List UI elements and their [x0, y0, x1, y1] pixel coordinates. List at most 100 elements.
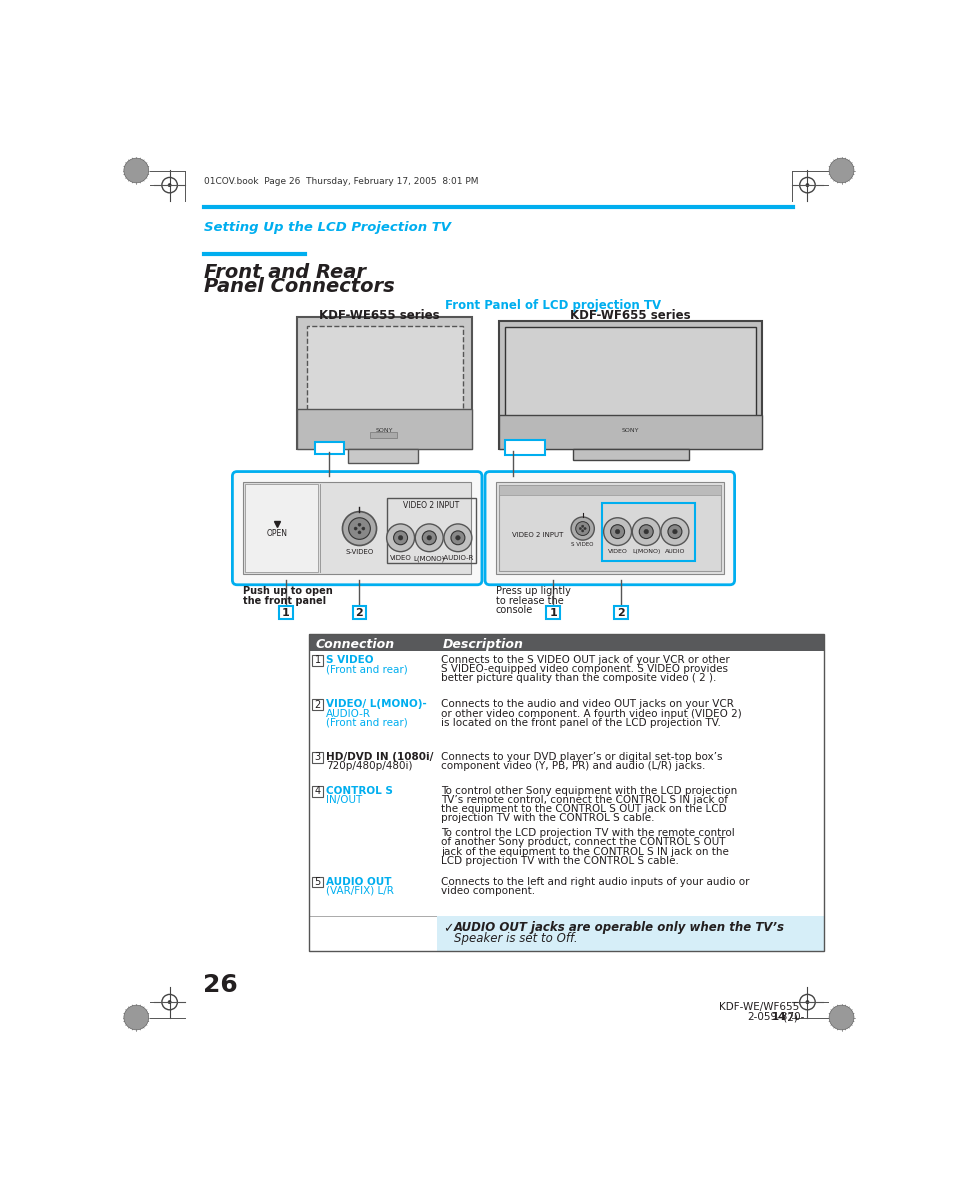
Text: Speaker is set to Off.: Speaker is set to Off.: [454, 932, 578, 945]
Text: 2-059-370-: 2-059-370-: [746, 1012, 803, 1022]
Bar: [386, 498, 476, 564]
Text: projection TV with the CONTROL S cable.: projection TV with the CONTROL S cable.: [440, 813, 654, 824]
Circle shape: [397, 536, 402, 540]
Bar: [309, 634, 823, 951]
Text: 26: 26: [203, 973, 237, 997]
Text: jack of the equipment to the CONTROL S IN jack on the: jack of the equipment to the CONTROL S I…: [440, 846, 728, 857]
Text: ✓: ✓: [443, 922, 454, 935]
Circle shape: [828, 1005, 853, 1030]
Text: VIDEO 2 INPUT: VIDEO 2 INPUT: [402, 501, 458, 510]
Text: OPEN: OPEN: [267, 528, 288, 538]
Text: Setting Up the LCD Projection TV: Setting Up the LCD Projection TV: [204, 220, 451, 233]
Text: better picture quality than the composite video ( 2 ).: better picture quality than the composit…: [440, 673, 716, 684]
Text: (2): (2): [780, 1012, 798, 1022]
Bar: [614, 605, 628, 619]
Text: SONY: SONY: [621, 427, 639, 433]
Bar: [309, 634, 823, 651]
Circle shape: [660, 518, 688, 545]
Text: 4: 4: [314, 786, 320, 796]
Circle shape: [451, 531, 464, 545]
Bar: [312, 786, 323, 797]
Text: HD/DVD IN (1080i/: HD/DVD IN (1080i/: [326, 752, 433, 762]
Bar: [297, 317, 472, 450]
Text: S VIDEO: S VIDEO: [571, 543, 594, 547]
Bar: [572, 450, 688, 460]
Bar: [498, 485, 720, 571]
Text: SONY: SONY: [375, 427, 393, 433]
Bar: [601, 503, 695, 561]
Text: or other video component. A fourth video input (VIDEO 2): or other video component. A fourth video…: [440, 709, 740, 719]
Text: of another Sony product, connect the CONTROL S OUT: of another Sony product, connect the CON…: [440, 837, 724, 847]
Text: S-VIDEO: S-VIDEO: [345, 548, 374, 554]
Bar: [353, 605, 366, 619]
Text: VIDEO: VIDEO: [607, 548, 627, 553]
Text: Press up lightly: Press up lightly: [496, 586, 570, 597]
Text: (Front and rear): (Front and rear): [326, 718, 408, 727]
Circle shape: [828, 158, 853, 182]
Text: (VAR/FIX) L/R: (VAR/FIX) L/R: [326, 886, 394, 896]
Text: is located on the front panel of the LCD projection TV.: is located on the front panel of the LCD…: [440, 718, 720, 727]
Circle shape: [578, 527, 581, 530]
Text: CONTROL S: CONTROL S: [326, 786, 393, 796]
Circle shape: [575, 521, 589, 536]
Text: VIDEO 2 INPUT: VIDEO 2 INPUT: [512, 532, 563, 538]
Circle shape: [415, 524, 443, 552]
Bar: [309, 782, 823, 872]
Bar: [348, 450, 417, 463]
Circle shape: [124, 1005, 149, 1030]
Text: VIDEO: VIDEO: [389, 556, 411, 561]
Bar: [312, 752, 323, 763]
Text: component video (Y, PB, PR) and audio (L/R) jacks.: component video (Y, PB, PR) and audio (L…: [440, 762, 704, 771]
Circle shape: [672, 530, 677, 534]
Circle shape: [361, 527, 365, 530]
Circle shape: [168, 184, 171, 187]
Circle shape: [643, 530, 648, 534]
Circle shape: [581, 530, 583, 532]
Circle shape: [456, 536, 459, 540]
Bar: [505, 327, 756, 417]
Text: Front Panel of LCD projection TV: Front Panel of LCD projection TV: [445, 299, 660, 312]
Circle shape: [357, 531, 360, 534]
Bar: [314, 441, 344, 454]
Circle shape: [354, 527, 356, 530]
Text: S VIDEO-equipped video component. S VIDEO provides: S VIDEO-equipped video component. S VIDE…: [440, 664, 727, 674]
Bar: [312, 654, 323, 666]
Circle shape: [124, 158, 149, 182]
Text: Connects to the audio and video OUT jacks on your VCR: Connects to the audio and video OUT jack…: [440, 699, 733, 710]
Text: AUDIO OUT jacks are operable only when the TV’s: AUDIO OUT jacks are operable only when t…: [454, 922, 784, 935]
Text: 2: 2: [617, 609, 624, 618]
Circle shape: [581, 525, 583, 527]
Bar: [309, 749, 823, 782]
Text: KDF-WE/WF655: KDF-WE/WF655: [719, 1002, 799, 1012]
Circle shape: [571, 517, 594, 540]
Circle shape: [422, 531, 436, 545]
Text: 1: 1: [282, 609, 290, 618]
Circle shape: [615, 530, 619, 534]
Text: the equipment to the CONTROL S OUT jack on the LCD: the equipment to the CONTROL S OUT jack …: [440, 804, 726, 814]
Circle shape: [427, 536, 431, 540]
Text: AUDIO-R: AUDIO-R: [326, 709, 371, 719]
Circle shape: [603, 518, 631, 545]
Text: Panel Connectors: Panel Connectors: [204, 277, 395, 295]
Circle shape: [386, 524, 415, 552]
Text: 720p/480p/480i): 720p/480p/480i): [326, 762, 413, 771]
Text: L(MONO): L(MONO): [632, 548, 659, 553]
Text: -AUDIO-R: -AUDIO-R: [441, 556, 474, 561]
Text: 2: 2: [355, 609, 363, 618]
Bar: [436, 916, 823, 951]
Circle shape: [168, 1000, 171, 1004]
Circle shape: [639, 525, 653, 539]
Bar: [307, 326, 462, 414]
Bar: [309, 872, 823, 916]
Circle shape: [610, 525, 624, 539]
Text: Connects to the left and right audio inputs of your audio or: Connects to the left and right audio inp…: [440, 877, 749, 886]
Text: 3: 3: [314, 752, 320, 763]
Text: Front and Rear: Front and Rear: [204, 262, 366, 282]
Circle shape: [443, 524, 472, 552]
Circle shape: [805, 1000, 808, 1004]
Bar: [312, 699, 323, 710]
Text: LCD projection TV with the CONTROL S cable.: LCD projection TV with the CONTROL S cab…: [440, 856, 678, 866]
Text: AUDIO: AUDIO: [664, 548, 684, 553]
FancyBboxPatch shape: [233, 472, 481, 585]
Text: (Front and rear): (Front and rear): [326, 664, 408, 674]
